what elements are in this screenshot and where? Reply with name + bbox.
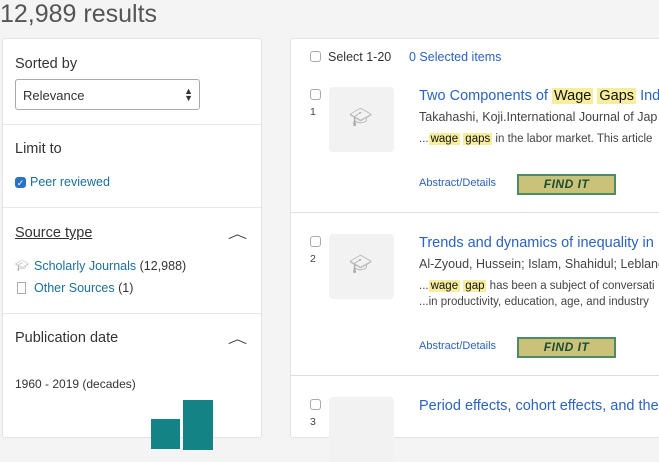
select-all-checkbox[interactable] bbox=[310, 51, 321, 62]
graduation-cap-icon: 🎓︎ bbox=[349, 107, 372, 127]
chevron-up-icon[interactable]: ︿ bbox=[227, 226, 248, 241]
divider bbox=[3, 313, 261, 314]
histogram-bar[interactable] bbox=[183, 400, 213, 450]
result-title-link[interactable]: Two Components of Wage Gaps Indu bbox=[419, 88, 659, 104]
selected-items-link[interactable]: 0 Selected items bbox=[409, 50, 502, 64]
result-number: 1 bbox=[310, 106, 316, 118]
updown-icon: ▲ ▼ bbox=[184, 86, 193, 103]
peer-reviewed-checkbox[interactable]: ✓ bbox=[15, 177, 26, 188]
find-it-button[interactable]: FIND IT bbox=[517, 174, 616, 195]
divider bbox=[3, 124, 261, 125]
result-snippet: ... wage gaps in the labor market. This a… bbox=[419, 133, 653, 145]
result-checkbox[interactable] bbox=[310, 89, 321, 100]
filter-sidebar: Sorted by Relevance ▲ ▼ Limit to ✓ Peer re… bbox=[2, 38, 262, 450]
source-count: (12,988) bbox=[139, 259, 187, 273]
result-number: 2 bbox=[310, 253, 316, 265]
graduation-cap-icon: 🎓︎ bbox=[15, 260, 29, 272]
divider bbox=[291, 212, 659, 213]
result-checkbox[interactable] bbox=[310, 236, 321, 247]
result-thumbnail[interactable]: 🎓︎ bbox=[329, 234, 394, 299]
sort-label: Sorted by bbox=[15, 56, 78, 72]
select-range-label: Select 1-20 bbox=[328, 50, 392, 64]
result-thumbnail[interactable] bbox=[329, 397, 394, 462]
result-title-link[interactable]: Period effects, cohort effects, and the bbox=[419, 398, 659, 414]
source-other-sources[interactable]: Other Sources (1) bbox=[34, 281, 133, 295]
source-scholarly-journals[interactable]: Scholarly Journals (12,988) bbox=[34, 259, 186, 273]
result-title-link[interactable]: Trends and dynamics of inequality in bbox=[419, 235, 654, 251]
result-snippet-2: ...in productivity, education, age, and … bbox=[419, 296, 649, 308]
result-number: 3 bbox=[310, 416, 316, 428]
limit-label: Limit to bbox=[15, 141, 62, 157]
results-count: 12,989 results bbox=[0, 0, 158, 28]
date-range: 1960 - 2019 (decades) bbox=[15, 377, 136, 391]
result-thumbnail[interactable]: 🎓︎ bbox=[329, 87, 394, 152]
sort-select[interactable]: Relevance ▲ ▼ bbox=[15, 79, 200, 110]
sort-value: Relevance bbox=[23, 88, 85, 103]
result-checkbox[interactable] bbox=[310, 399, 321, 410]
publication-date-label: Publication date bbox=[15, 330, 119, 346]
abstract-details-link[interactable]: Abstract/Details bbox=[419, 340, 497, 352]
chevron-up-icon[interactable]: ︿ bbox=[227, 331, 248, 346]
source-type-label[interactable]: Source type bbox=[15, 225, 93, 241]
find-it-button[interactable]: FIND IT bbox=[517, 337, 616, 358]
source-count: (1) bbox=[118, 281, 134, 295]
divider bbox=[291, 375, 659, 376]
result-snippet: ... wage gap has been a subject of conver… bbox=[419, 280, 655, 292]
divider bbox=[3, 207, 261, 208]
document-icon bbox=[17, 282, 26, 294]
result-authors: Takahashi, Koji.International Journal of… bbox=[419, 110, 658, 124]
result-authors: Al-Zyoud, Hussein; Islam, Shahidul; Lebl… bbox=[419, 257, 659, 271]
results-panel: Select 1-20 0 Selected items 1 🎓︎ Two Co… bbox=[290, 38, 659, 462]
source-label[interactable]: Scholarly Journals bbox=[34, 259, 137, 273]
abstract-details-link[interactable]: Abstract/Details bbox=[419, 177, 497, 189]
graduation-cap-icon: 🎓︎ bbox=[349, 254, 372, 274]
source-label[interactable]: Other Sources bbox=[34, 281, 115, 295]
peer-reviewed-link[interactable]: Peer reviewed bbox=[30, 175, 110, 189]
